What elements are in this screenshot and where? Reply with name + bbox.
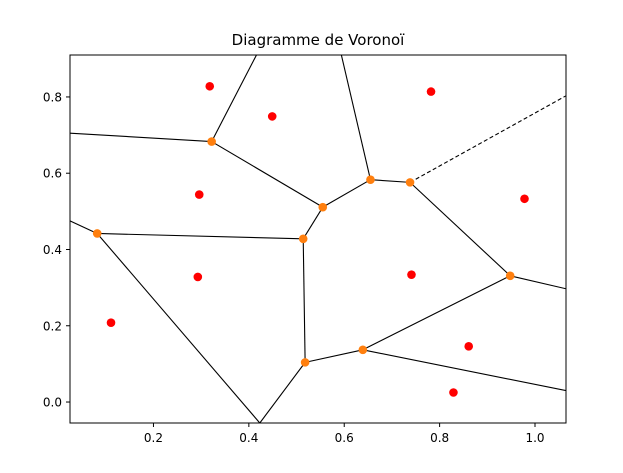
seed-point [449,388,458,397]
seed-point [106,318,116,328]
seed-point [205,81,215,91]
voronoi-vertex [207,137,216,146]
y-tick-label: 0.0 [43,396,62,410]
y-tick-label: 0.4 [43,243,62,257]
voronoi-vertex [300,358,310,367]
chart-title: Diagramme de Voronoï [232,31,406,49]
voronoi-edge [97,232,304,240]
voronoi-vertex [92,229,102,238]
x-tick-label: 0.6 [335,431,354,445]
voronoi-vertex [405,178,415,187]
voronoi-edge [322,179,371,208]
seed-point [407,270,416,279]
voronoi-vertex [358,345,368,355]
voronoi-edge [362,349,566,392]
voronoi-vertex [505,271,515,281]
seed-point [267,112,277,121]
voronoi-vertices [92,137,515,367]
axes: 0.2 0.4 0.6 0.8 1.0 0.0 0.2 0.4 0.6 0.8 [43,54,567,445]
seed-point [194,190,204,199]
x-tick-label: 0.8 [430,431,449,445]
voronoi-edge [340,55,371,180]
voronoi-edge [96,233,261,423]
voronoi-vertex [298,234,308,244]
voronoi-edge [259,362,306,423]
voronoi-edge [510,275,566,290]
x-tick-label: 1.0 [525,431,544,445]
x-tick-label: 0.2 [144,431,163,445]
voronoi-edges [70,55,566,423]
y-tick-label: 0.2 [43,319,62,333]
y-tick-label: 0.8 [43,90,62,104]
seed-point [426,87,436,96]
voronoi-edge-dashed [409,95,566,183]
x-tick-label: 0.4 [239,431,258,445]
voronoi-edge [70,220,98,234]
seed-point [520,194,529,204]
voronoi-edge [70,132,212,143]
voronoi-edge [370,179,411,183]
voronoi-edge [302,206,324,240]
voronoi-edge [211,141,324,208]
voronoi-edge [362,275,511,351]
plot-frame [69,54,567,424]
y-tick-label: 0.6 [43,167,62,181]
voronoi-vertex [318,202,328,212]
seed-points [106,81,529,397]
voronoi-edge [302,238,306,363]
voronoi-edge [211,55,257,142]
seed-point [464,342,474,351]
voronoi-edge [305,349,363,363]
seed-point [193,272,203,282]
voronoi-edge [409,181,511,277]
voronoi-vertex [366,175,375,185]
